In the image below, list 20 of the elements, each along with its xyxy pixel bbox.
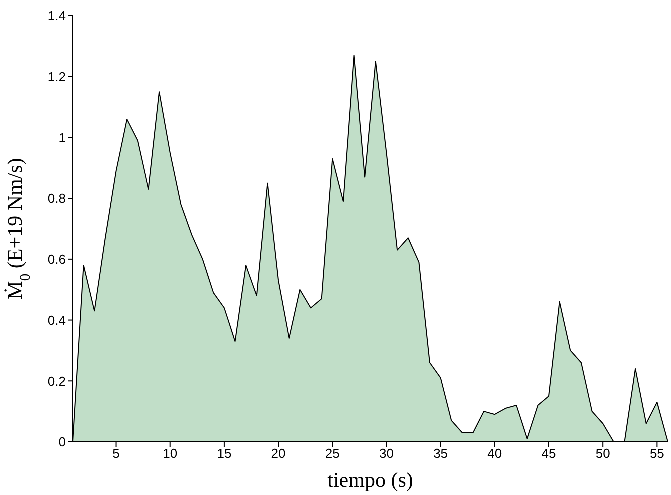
y-tick-label: 0.8 <box>48 191 66 206</box>
x-axis-title: tiempo (s) <box>328 468 414 492</box>
x-tick-label: 5 <box>112 446 120 462</box>
y-tick-label: 1.4 <box>48 8 66 24</box>
x-tick-label: 40 <box>488 446 502 462</box>
x-tick-label: 30 <box>379 446 394 462</box>
x-tick-label: 25 <box>325 446 340 462</box>
y-tick-label: 0.2 <box>48 374 66 389</box>
x-tick-label: 45 <box>542 446 556 462</box>
x-tick-label: 20 <box>271 446 286 462</box>
y-tick-label: 1.2 <box>48 69 66 84</box>
x-tick-label: 15 <box>217 446 232 462</box>
x-tick-label: 35 <box>434 446 448 462</box>
x-tick-label: 55 <box>650 446 664 462</box>
y-tick-label: 0.4 <box>48 312 66 328</box>
x-tick-label: 10 <box>163 446 178 462</box>
y-tick-label: 0.6 <box>48 252 66 268</box>
y-tick-label: 0 <box>58 434 66 450</box>
x-tick-label: 50 <box>596 446 610 462</box>
y-tick-label: 1 <box>58 130 66 146</box>
